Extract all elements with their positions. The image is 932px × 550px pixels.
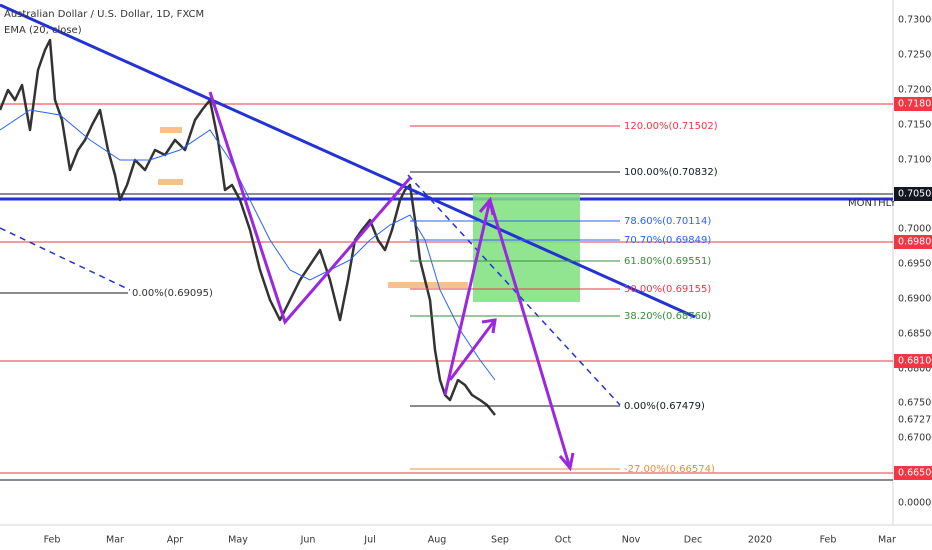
- fib-label: 38.20%(0.68760): [624, 311, 711, 322]
- projection-arrows: [208, 91, 575, 472]
- time-tick-label: Feb: [820, 535, 837, 546]
- time-tick-label: Dec: [684, 535, 702, 546]
- price-tag: [894, 187, 932, 201]
- zones: [158, 127, 468, 288]
- price-path: [0, 38, 496, 416]
- price-tag: [894, 97, 932, 111]
- price-tag-label: 0.71802: [898, 99, 932, 110]
- fib-label: 70.70%(0.69849): [624, 235, 711, 246]
- fib-label: 100.00%(0.70832): [624, 167, 718, 178]
- symbol-title: Australian Dollar / U.S. Dollar, 1D, FXC…: [4, 9, 204, 20]
- fib-label: 50.00%(0.69155): [624, 284, 711, 295]
- fib-label: 0.00%(0.69095): [132, 288, 213, 299]
- time-tick-label: Apr: [167, 535, 184, 546]
- indicator-label: EMA (20, close): [4, 25, 82, 36]
- time-tick-label: Aug: [428, 535, 447, 546]
- time-tick-label: 2020: [748, 535, 772, 546]
- time-tick-label: Mar: [878, 535, 896, 546]
- time-tick-label: Jun: [300, 535, 316, 546]
- time-tick-label: Nov: [622, 535, 641, 546]
- fib-label: 120.00%(0.71502): [624, 121, 718, 132]
- time-tick-label: Sep: [491, 535, 509, 546]
- trend-dashed: [0, 227, 131, 291]
- trend-dashed: [407, 174, 621, 406]
- time-tick-label: May: [228, 535, 248, 546]
- last-price-label: 0.67278: [898, 415, 932, 426]
- monthly-label: MONTHLY: [848, 198, 897, 209]
- fib-label: -27.00%(0.66574): [624, 464, 715, 475]
- fib-label: 0.00%(0.67479): [624, 401, 705, 412]
- fib-label: 78.60%(0.70114): [624, 216, 711, 227]
- price-tag: [894, 235, 932, 249]
- trend-line: [0, 3, 696, 319]
- fib-lines: [410, 125, 620, 470]
- time-tick-label: Oct: [555, 535, 572, 546]
- price-tag: [894, 466, 932, 480]
- ema-line: [0, 109, 496, 381]
- target-zone: [473, 194, 580, 302]
- price-tag: [894, 354, 932, 368]
- time-tick-label: Feb: [44, 535, 61, 546]
- time-tick-label: Mar: [106, 535, 124, 546]
- horizontal-levels: [0, 103, 893, 481]
- fib-label: 61.80%(0.69551): [624, 256, 711, 267]
- price-axis-bg: [893, 0, 932, 550]
- time-tick-label: Jul: [363, 535, 375, 546]
